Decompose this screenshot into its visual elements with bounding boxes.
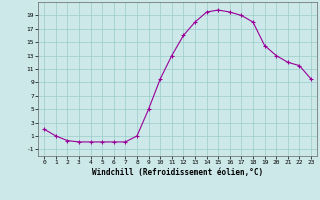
X-axis label: Windchill (Refroidissement éolien,°C): Windchill (Refroidissement éolien,°C): [92, 168, 263, 177]
